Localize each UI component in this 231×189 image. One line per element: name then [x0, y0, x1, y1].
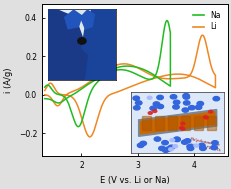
- Y-axis label: i (A/g): i (A/g): [4, 67, 13, 93]
- Legend: Na, Li: Na, Li: [189, 8, 223, 34]
- X-axis label: E (V vs. Li or Na): E (V vs. Li or Na): [100, 176, 169, 185]
